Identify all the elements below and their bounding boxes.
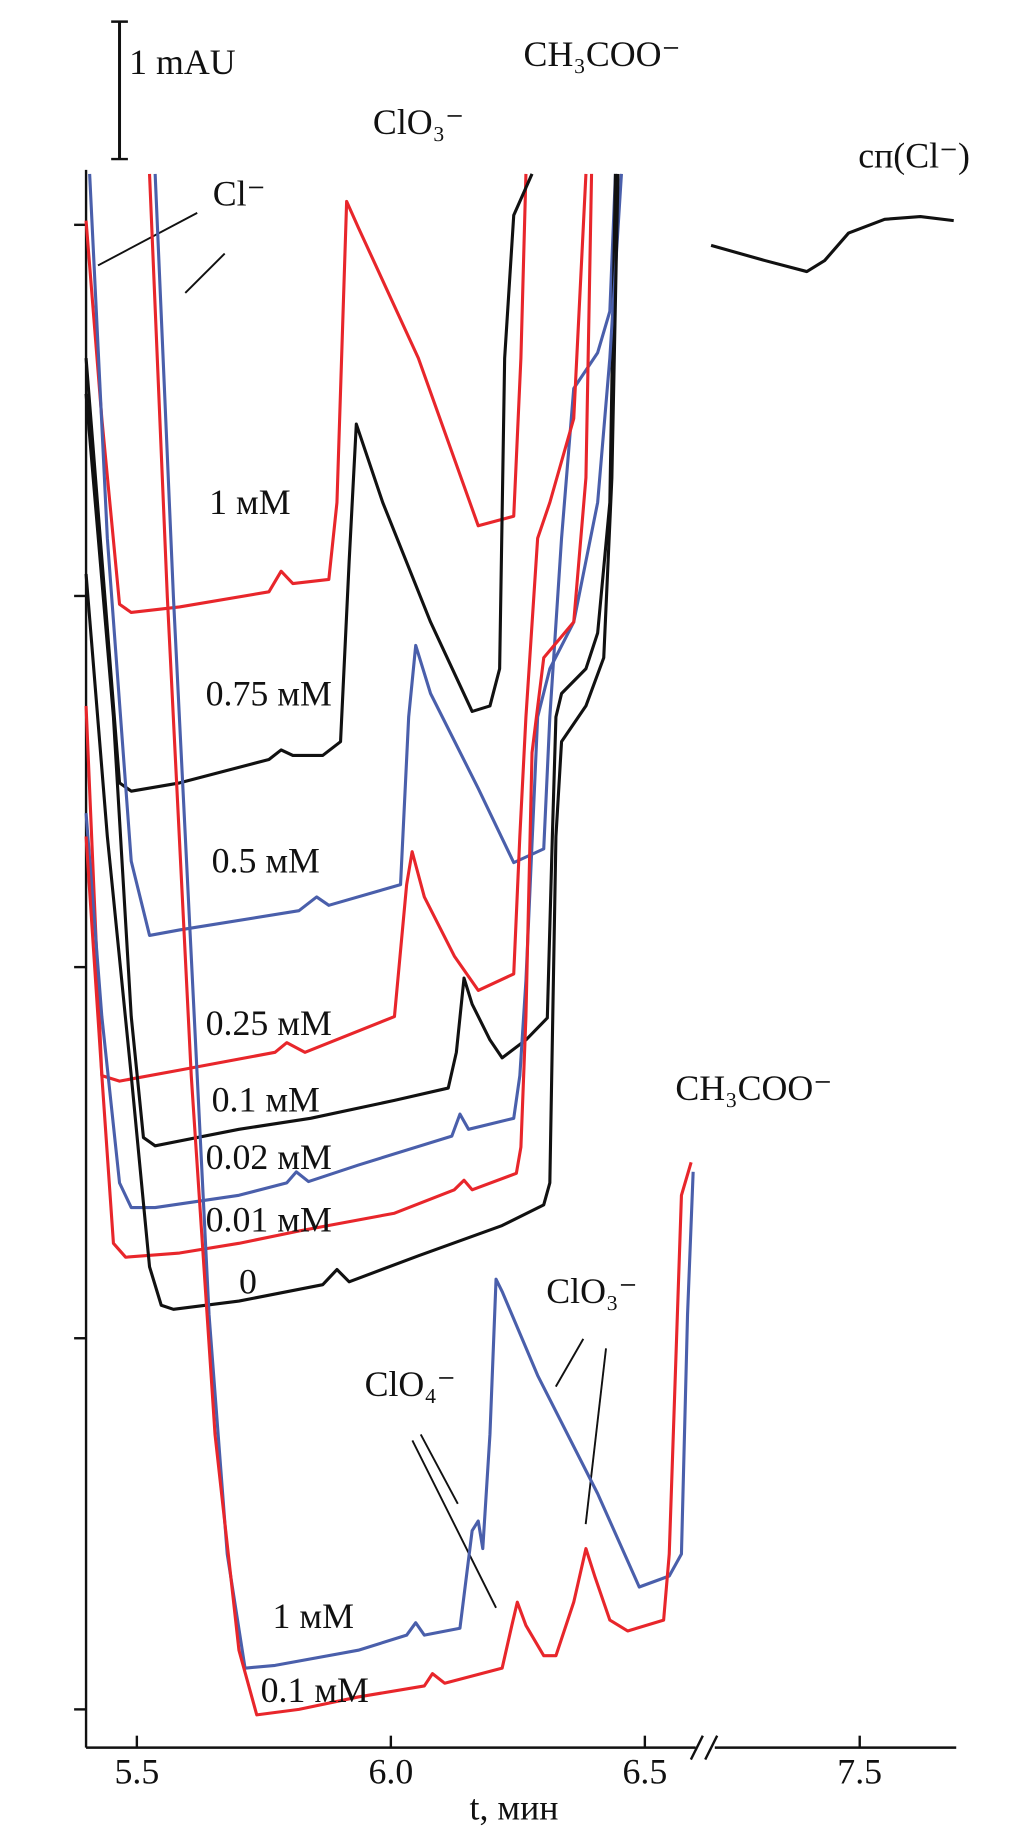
- annotation: ClO₃⁻: [373, 102, 464, 142]
- series-line: [84, 173, 618, 1148]
- series-label: 1 мМ: [273, 1596, 354, 1636]
- leader-line: [97, 212, 198, 267]
- axis-break-mark: [689, 1735, 704, 1761]
- series-label: 0.25 мМ: [206, 1003, 332, 1043]
- series-label: 0.1 мМ: [261, 1670, 369, 1710]
- scale-bar-label: 1 mAU: [129, 42, 236, 82]
- series-label: 0: [239, 1261, 257, 1301]
- series-label: 1 мМ: [209, 482, 290, 522]
- x-tick-label: 6.0: [368, 1751, 413, 1791]
- leader-lines: [97, 212, 607, 1609]
- axis-break-mark: [704, 1735, 719, 1761]
- series-line: [147, 173, 693, 1717]
- series-label: 0.75 мМ: [206, 673, 332, 713]
- axes: [84, 169, 957, 1762]
- annotation: Cl⁻: [213, 174, 266, 214]
- series-line: [84, 173, 534, 793]
- leader-line: [419, 1434, 459, 1505]
- series-label: 0.01 мМ: [206, 1199, 332, 1239]
- plot-area: [84, 173, 954, 1717]
- annotation: CH₃COO⁻: [675, 1068, 832, 1108]
- leader-line: [584, 1348, 607, 1525]
- series-label: 0.02 мМ: [206, 1137, 332, 1177]
- series-line: [84, 173, 594, 1259]
- series-label: 0.1 мМ: [212, 1080, 320, 1120]
- leader-line: [554, 1338, 585, 1388]
- x-tick-label: 7.5: [837, 1751, 882, 1791]
- x-axis-label: t, мин: [470, 1787, 559, 1827]
- annotation: ClO₃⁻: [546, 1271, 637, 1311]
- leader-line: [411, 1440, 497, 1609]
- series-line: [84, 173, 620, 1311]
- annotation: ClO₄⁻: [365, 1364, 456, 1404]
- leader-line: [184, 252, 226, 294]
- x-tick-label: 6.5: [622, 1751, 667, 1791]
- annotation: CH₃COO⁻: [524, 34, 681, 74]
- series-label: 0.5 мМ: [212, 841, 320, 881]
- series-line: [710, 215, 954, 274]
- series-line: [84, 173, 528, 615]
- x-tick-label: 5.5: [114, 1751, 159, 1791]
- series-label: сп(Cl⁻): [858, 135, 970, 175]
